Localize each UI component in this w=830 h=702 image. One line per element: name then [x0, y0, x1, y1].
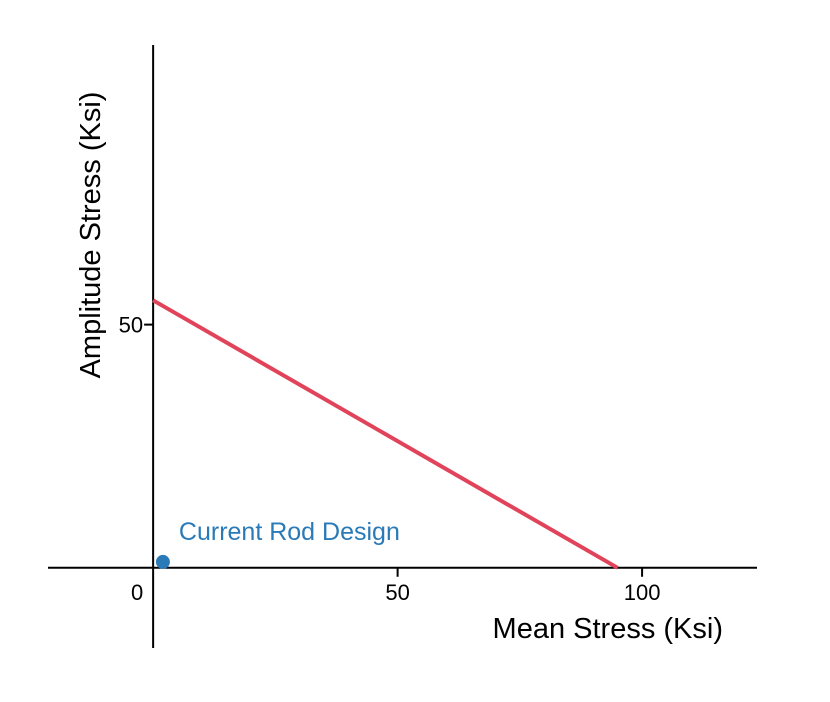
y-axis-title: Amplitude Stress (Ksi): [75, 92, 107, 379]
goodman-line: [152, 298, 619, 570]
x-tick-label: 100: [624, 580, 661, 605]
points-layer: Current Rod Design: [155, 518, 400, 569]
ticks-layer: 0 50 100 50: [119, 313, 661, 605]
x-axis-title: Mean Stress (Ksi): [493, 613, 723, 645]
x-tick-label: 0: [131, 580, 143, 605]
current-rod-design-label: Current Rod Design: [179, 518, 400, 546]
series-layer: [152, 298, 619, 570]
y-tick-label: 50: [119, 313, 143, 338]
axes: [48, 45, 757, 648]
current-rod-design-point: [155, 554, 170, 569]
x-tick-label: 50: [385, 580, 409, 605]
